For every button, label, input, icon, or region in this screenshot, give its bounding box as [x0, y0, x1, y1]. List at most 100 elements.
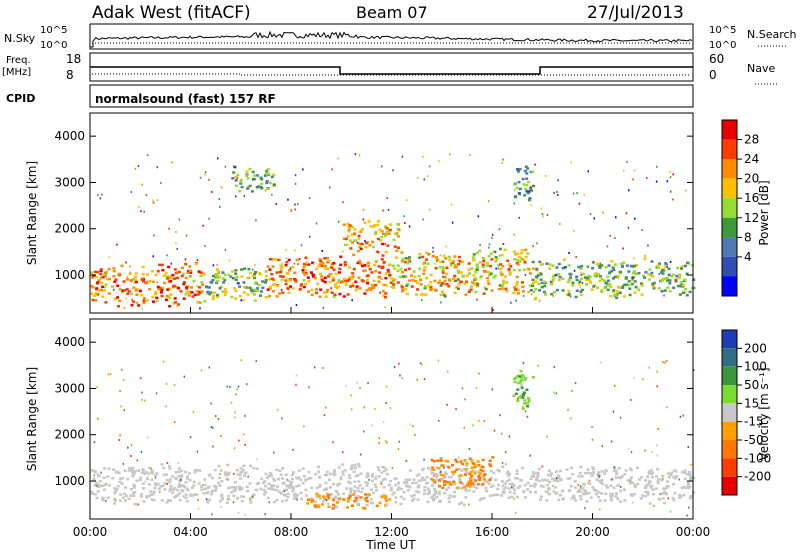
heatmap-cell [606, 275, 610, 279]
heatmap-cell [683, 278, 687, 281]
heatmap-cell [477, 464, 481, 467]
heatmap-cell [649, 274, 653, 277]
heatmap-cell [168, 467, 172, 470]
heatmap-cell [93, 483, 97, 487]
heatmap-cell [582, 272, 585, 276]
colorbar-swatch [722, 458, 737, 477]
heatmap-cell [261, 481, 265, 485]
heatmap-cell [337, 493, 341, 496]
heatmap-cell [96, 270, 100, 274]
heatmap-cell [112, 468, 116, 471]
heatmap-noise [646, 177, 648, 179]
heatmap-cell [288, 279, 292, 282]
heatmap-cell [681, 284, 685, 287]
heatmap-cell [177, 474, 181, 478]
heatmap-cell [405, 482, 409, 485]
heatmap-cell [342, 237, 346, 240]
heatmap-cell [374, 283, 378, 287]
heatmap-cell [233, 287, 237, 290]
heatmap-cell [227, 473, 230, 476]
heatmap-cell [531, 284, 535, 288]
heatmap-cell [105, 270, 109, 274]
heatmap-cell [437, 490, 441, 494]
heatmap-cell [140, 495, 143, 498]
heatmap-cell [380, 235, 384, 239]
heatmap-cell [631, 481, 635, 485]
heatmap-cell [472, 253, 476, 256]
heatmap-cell [672, 469, 676, 472]
heatmap-noise [129, 265, 131, 268]
heatmap-cell [101, 484, 105, 487]
heatmap-cell [529, 272, 532, 275]
heatmap-noise [498, 254, 501, 257]
heatmap-cell [434, 267, 438, 270]
heatmap-cell [225, 477, 229, 481]
heatmap-noise [378, 441, 380, 444]
heatmap-noise [534, 163, 536, 166]
heatmap-cell [411, 481, 415, 485]
heatmap-cell [435, 475, 438, 479]
heatmap-cell [557, 273, 561, 276]
heatmap-noise [283, 490, 286, 493]
heatmap-noise [386, 197, 388, 200]
heatmap-cell [495, 257, 499, 261]
heatmap-cell [275, 488, 279, 492]
heatmap-cell [181, 272, 185, 276]
heatmap-cell [276, 477, 280, 481]
heatmap-cell [353, 499, 357, 503]
heatmap-cell [457, 262, 461, 266]
heatmap-cell [487, 482, 491, 485]
heatmap-cell [376, 237, 380, 241]
heatmap-cell [138, 478, 142, 482]
heatmap-noise [580, 271, 582, 274]
velocity-colorbar-label: Velocity [m s⁻¹] [757, 367, 771, 460]
heatmap-cell [401, 289, 404, 293]
y-tick-label: 2000 [54, 428, 85, 442]
heatmap-cell [579, 494, 583, 498]
heatmap-noise [627, 447, 630, 450]
heatmap-cell [272, 477, 276, 481]
heatmap-cell [348, 239, 352, 242]
heatmap-cell [440, 293, 444, 297]
heatmap-cell [142, 487, 145, 490]
heatmap-cell [394, 232, 398, 236]
heatmap-cell [478, 249, 482, 253]
heatmap-cell [600, 264, 604, 267]
heatmap-cell [588, 471, 592, 475]
heatmap-noise [280, 288, 283, 291]
heatmap-cell [654, 487, 658, 490]
heatmap-cell [575, 278, 579, 282]
heatmap-cell [240, 500, 244, 503]
heatmap-cell [423, 478, 427, 481]
heatmap-cell [565, 293, 569, 297]
heatmap-cell [147, 466, 151, 470]
heatmap-cell [369, 497, 373, 501]
heatmap-cell [464, 293, 468, 296]
heatmap-cell [445, 266, 449, 269]
heatmap-cell [157, 487, 161, 491]
heatmap-noise [647, 244, 649, 247]
heatmap-cell [518, 167, 522, 171]
heatmap-cell [224, 291, 228, 294]
heatmap-cell [570, 466, 573, 470]
heatmap-cell [515, 275, 519, 279]
heatmap-cell [603, 499, 607, 502]
heatmap-cell [401, 257, 405, 261]
heatmap-cell [551, 477, 554, 481]
heatmap-cell [589, 496, 593, 499]
heatmap-cell [374, 231, 378, 234]
heatmap-noise [389, 407, 392, 410]
heatmap-cell [240, 495, 244, 498]
heatmap-cell [384, 468, 388, 471]
heatmap-noise [125, 261, 127, 264]
heatmap-cell [253, 288, 257, 292]
heatmap-cell [458, 478, 462, 481]
heatmap-cell [101, 497, 105, 500]
heatmap-noise [146, 436, 149, 439]
heatmap-cell [239, 178, 243, 182]
heatmap-cell [457, 283, 461, 286]
heatmap-cell [388, 228, 392, 232]
heatmap-cell [615, 296, 619, 300]
heatmap-cell [349, 487, 353, 490]
heatmap-cell [384, 234, 387, 237]
